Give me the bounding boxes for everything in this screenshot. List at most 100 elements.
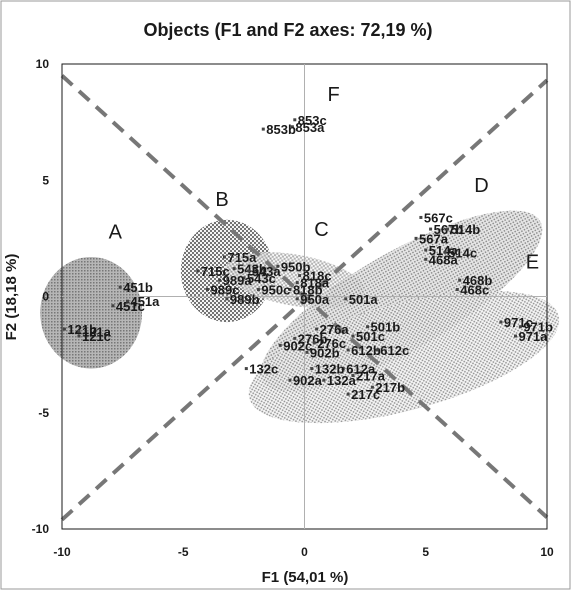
point-label-989a: 989a (223, 273, 253, 288)
point-label-468b: 468b (463, 273, 493, 288)
data-point-276a (315, 327, 319, 331)
cluster-ellipses (40, 210, 560, 424)
y-tick-label: 0 (42, 290, 49, 304)
point-label-132c: 132c (249, 362, 278, 377)
data-point-132a (322, 378, 326, 382)
group-label-a: A (109, 221, 123, 243)
data-point-468a (424, 257, 428, 261)
x-tick-label: -10 (53, 545, 71, 559)
data-point-971c (499, 320, 503, 324)
data-point-853c (293, 118, 297, 122)
group-label-c: C (314, 219, 328, 241)
data-point-121c (77, 334, 81, 338)
y-tick-label: 5 (42, 173, 49, 187)
data-point-514a (424, 248, 428, 252)
data-point-818a (295, 281, 299, 285)
point-label-514a: 514a (429, 243, 459, 258)
tick-labels: -10 -5 0 5 10 10 5 0 -5 -10 (32, 57, 554, 559)
data-point-950b (276, 264, 280, 268)
group-label-b: B (215, 189, 228, 211)
point-label-121b: 121b (67, 322, 97, 337)
data-point-715a (222, 255, 226, 259)
data-point-132b (310, 367, 314, 371)
point-label-853a: 853a (295, 120, 325, 135)
data-point-567a (414, 236, 418, 240)
data-point-217a (351, 374, 355, 378)
data-point-132c (244, 367, 248, 371)
group-label-d: D (474, 175, 488, 197)
point-label-715c: 715c (201, 264, 230, 279)
data-point-818c (298, 274, 302, 278)
y-axis-title: F2 (18,18 %) (3, 254, 20, 341)
data-point-989c (206, 288, 209, 292)
data-point-612b (346, 348, 350, 352)
point-label-902a: 902a (293, 373, 323, 388)
group-labels: A B C D E F (109, 84, 539, 273)
data-point-543b (232, 267, 236, 271)
data-point-950c (256, 288, 260, 292)
point-label-217c: 217c (351, 387, 380, 402)
point-label-217a: 217a (356, 369, 386, 384)
y-tick-label: -5 (38, 406, 49, 420)
point-label-501a: 501a (349, 292, 379, 307)
point-label-514b: 514b (451, 222, 481, 237)
data-point-902c (278, 343, 282, 347)
point-label-971a: 971a (518, 329, 548, 344)
point-label-514c: 514c (448, 245, 477, 260)
cluster-ellipse-e (248, 290, 560, 424)
data-point-853a (290, 125, 294, 129)
data-point-501c (351, 334, 355, 338)
point-label-950a: 950a (300, 292, 330, 307)
point-label-989b: 989b (230, 292, 260, 307)
data-point-451a (125, 299, 129, 303)
zero-axes (62, 64, 547, 529)
data-point-514c (443, 250, 447, 254)
data-point-989a (218, 278, 222, 282)
data-point-971a (513, 334, 517, 338)
data-point-451c (111, 304, 115, 308)
point-label-543c: 543c (247, 271, 276, 286)
data-point-950a (295, 297, 299, 301)
point-label-468a: 468a (429, 252, 459, 267)
group-label-f: F (327, 84, 339, 106)
data-point-989b (225, 297, 229, 301)
point-label-971c: 971c (504, 315, 533, 330)
point-label-276b: 276b (298, 331, 328, 346)
point-label-567c: 567c (424, 210, 453, 225)
data-point-853b (261, 127, 265, 131)
data-point-121a (77, 329, 81, 333)
point-label-853c: 853c (298, 113, 327, 128)
point-label-501b: 501b (371, 320, 401, 335)
group-label-e: E (526, 252, 539, 274)
point-label-121c: 121c (82, 329, 111, 344)
data-point-451b (118, 285, 122, 289)
point-label-217b: 217b (375, 380, 405, 395)
point-label-612c: 612c (380, 343, 409, 358)
point-label-451a: 451a (130, 294, 160, 309)
point-label-567a: 567a (419, 231, 449, 246)
point-label-818b: 818b (293, 283, 323, 298)
data-point-543a (247, 269, 251, 273)
data-point-468b (458, 278, 462, 282)
cluster-ellipse-a (40, 256, 143, 369)
data-point-612a (341, 367, 345, 371)
data-point-715c (196, 269, 200, 273)
point-label-543b: 543b (237, 262, 267, 277)
data-point-501a (344, 297, 348, 301)
y-tick-label: 10 (36, 57, 50, 71)
point-label-971b: 971b (523, 320, 553, 335)
x-tick-label: 10 (540, 545, 554, 559)
data-point-217c (346, 392, 350, 396)
data-point-514b (446, 227, 450, 231)
data-point-902b (305, 350, 309, 354)
data-point-567b (429, 227, 433, 231)
data-point-468c (455, 288, 459, 292)
point-label-451b: 451b (123, 280, 153, 295)
data-point-567c (419, 215, 423, 219)
point-label-853b: 853b (266, 122, 296, 137)
x-tick-label: 5 (422, 545, 429, 559)
point-label-276a: 276a (320, 322, 350, 337)
point-label-132a: 132a (327, 373, 357, 388)
